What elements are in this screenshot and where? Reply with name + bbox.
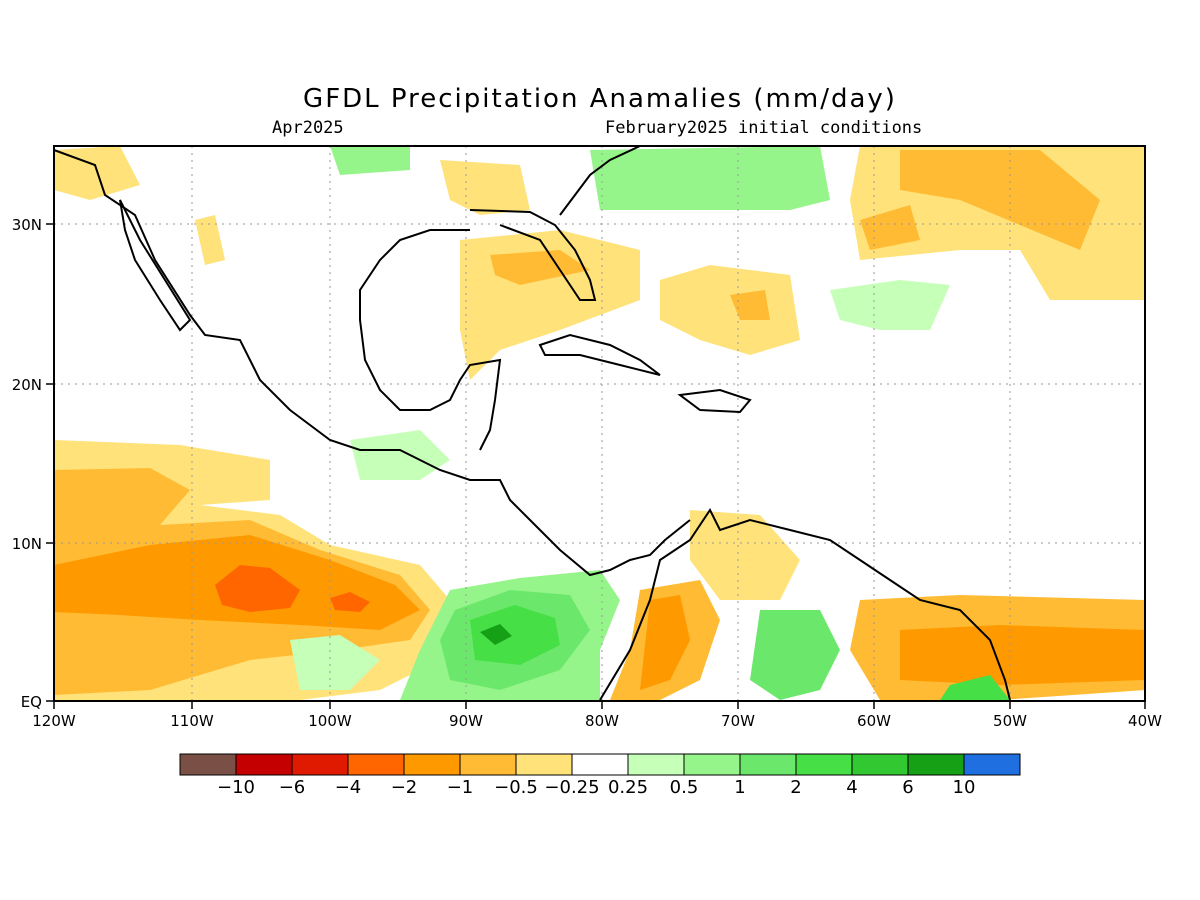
y-tick-label: EQ <box>21 693 42 711</box>
wet-region-east-pacific-core3 <box>480 624 512 645</box>
colorbar-label: 4 <box>846 777 857 798</box>
coastline-hispaniola <box>677 388 752 414</box>
coastline-south-america <box>599 508 1011 701</box>
y-tick-label: 20N <box>12 376 42 394</box>
colorbar-label: −2 <box>391 777 418 798</box>
colorbar-label: −0.5 <box>494 777 538 798</box>
wet-region-atlantic <box>590 146 830 210</box>
x-tick-label: 70W <box>721 712 755 730</box>
colorbar-label: −10 <box>217 777 255 798</box>
x-tick-label: 120W <box>32 712 76 730</box>
x-tick-label: 40W <box>1128 712 1162 730</box>
x-tick-label: 90W <box>449 712 483 730</box>
colorbar-swatch <box>235 753 293 776</box>
colorbar-swatch <box>291 753 349 776</box>
dry-region-east-pacific-core4 <box>330 592 370 612</box>
dry-region-caribbean-north <box>660 265 800 355</box>
dry-region-gulf-core <box>490 250 590 285</box>
colorbar-label: 2 <box>790 777 801 798</box>
colorbar-swatch <box>571 753 629 776</box>
colorbar-swatch <box>683 753 741 776</box>
wet-region-pacific-small <box>290 635 380 690</box>
dry-region-atlantic-east-core2 <box>860 205 920 250</box>
colorbar-label: 6 <box>902 777 913 798</box>
colorbar-label: −0.25 <box>544 777 599 798</box>
colorbar-swatch <box>851 753 909 776</box>
colorbar-swatch <box>179 753 237 776</box>
coastline-gulf <box>359 229 502 451</box>
dry-region-south-america-core <box>640 595 690 690</box>
dry-region-guianas-core <box>900 625 1145 685</box>
colorbar <box>179 753 1021 776</box>
colorbar-swatch <box>795 753 853 776</box>
map-frame <box>53 145 1146 702</box>
initial-conditions: February2025 initial conditions <box>605 118 923 138</box>
y-tick-label: 30N <box>12 216 42 234</box>
graticule <box>54 146 1145 701</box>
dry-region-caribbean-core <box>730 290 770 320</box>
colorbar-label: −6 <box>279 777 306 798</box>
coastline-florida <box>469 209 597 301</box>
x-axis-labels: 120W 110W 100W 90W 80W 70W 60W 50W 40W <box>32 712 1162 730</box>
dry-region-texas <box>440 160 530 215</box>
dry-region-atlantic-east-core <box>900 150 1100 250</box>
wet-region-south-america <box>750 610 840 700</box>
wet-region-us-south <box>330 146 410 175</box>
colorbar-label: 0.5 <box>670 777 699 798</box>
colorbar-label: 0.25 <box>608 777 648 798</box>
coastline-north-america <box>54 149 691 577</box>
coastline-cuba <box>538 333 661 376</box>
y-axis-labels: EQ 10N 20N 30N <box>12 216 42 711</box>
colorbar-label: −4 <box>335 777 362 798</box>
map-title: GFDL Precipitation Anamalies (mm/day) <box>303 84 897 114</box>
dry-region-mexico <box>195 215 225 265</box>
colorbar-swatch <box>347 753 405 776</box>
colorbar-swatch <box>907 753 965 776</box>
wet-region-guianas <box>940 675 1010 700</box>
dry-region-venezuela <box>690 510 800 600</box>
x-axis-ticks <box>46 223 1146 709</box>
wet-region-central-america <box>350 430 450 480</box>
colorbar-swatch <box>963 753 1021 776</box>
anomaly-field <box>54 146 1145 700</box>
x-tick-label: 50W <box>993 712 1027 730</box>
coastline-us-east <box>559 146 641 216</box>
colorbar-swatch <box>627 753 685 776</box>
colorbar-swatch <box>459 753 517 776</box>
colorbar-labels: −10 −6 −4 −2 −1 −0.5 −0.25 0.25 0.5 1 2 4 6 10 <box>217 777 975 798</box>
valid-month: Apr2025 <box>272 118 344 138</box>
x-tick-label: 110W <box>170 712 214 730</box>
coastlines <box>54 146 1011 701</box>
colorbar-label: −1 <box>447 777 474 798</box>
x-tick-label: 60W <box>857 712 891 730</box>
wet-region-east-pacific-core2 <box>470 605 560 665</box>
colorbar-swatch <box>515 753 573 776</box>
dry-region-east-pacific-core3 <box>215 565 300 612</box>
colorbar-label: 10 <box>953 777 976 798</box>
wet-region-atlantic-2 <box>830 280 950 330</box>
colorbar-swatch <box>739 753 797 776</box>
colorbar-swatch <box>403 753 461 776</box>
y-tick-label: 10N <box>12 535 42 553</box>
coastline-baja <box>119 199 192 332</box>
x-tick-label: 80W <box>585 712 619 730</box>
x-tick-label: 100W <box>308 712 352 730</box>
colorbar-label: 1 <box>734 777 745 798</box>
